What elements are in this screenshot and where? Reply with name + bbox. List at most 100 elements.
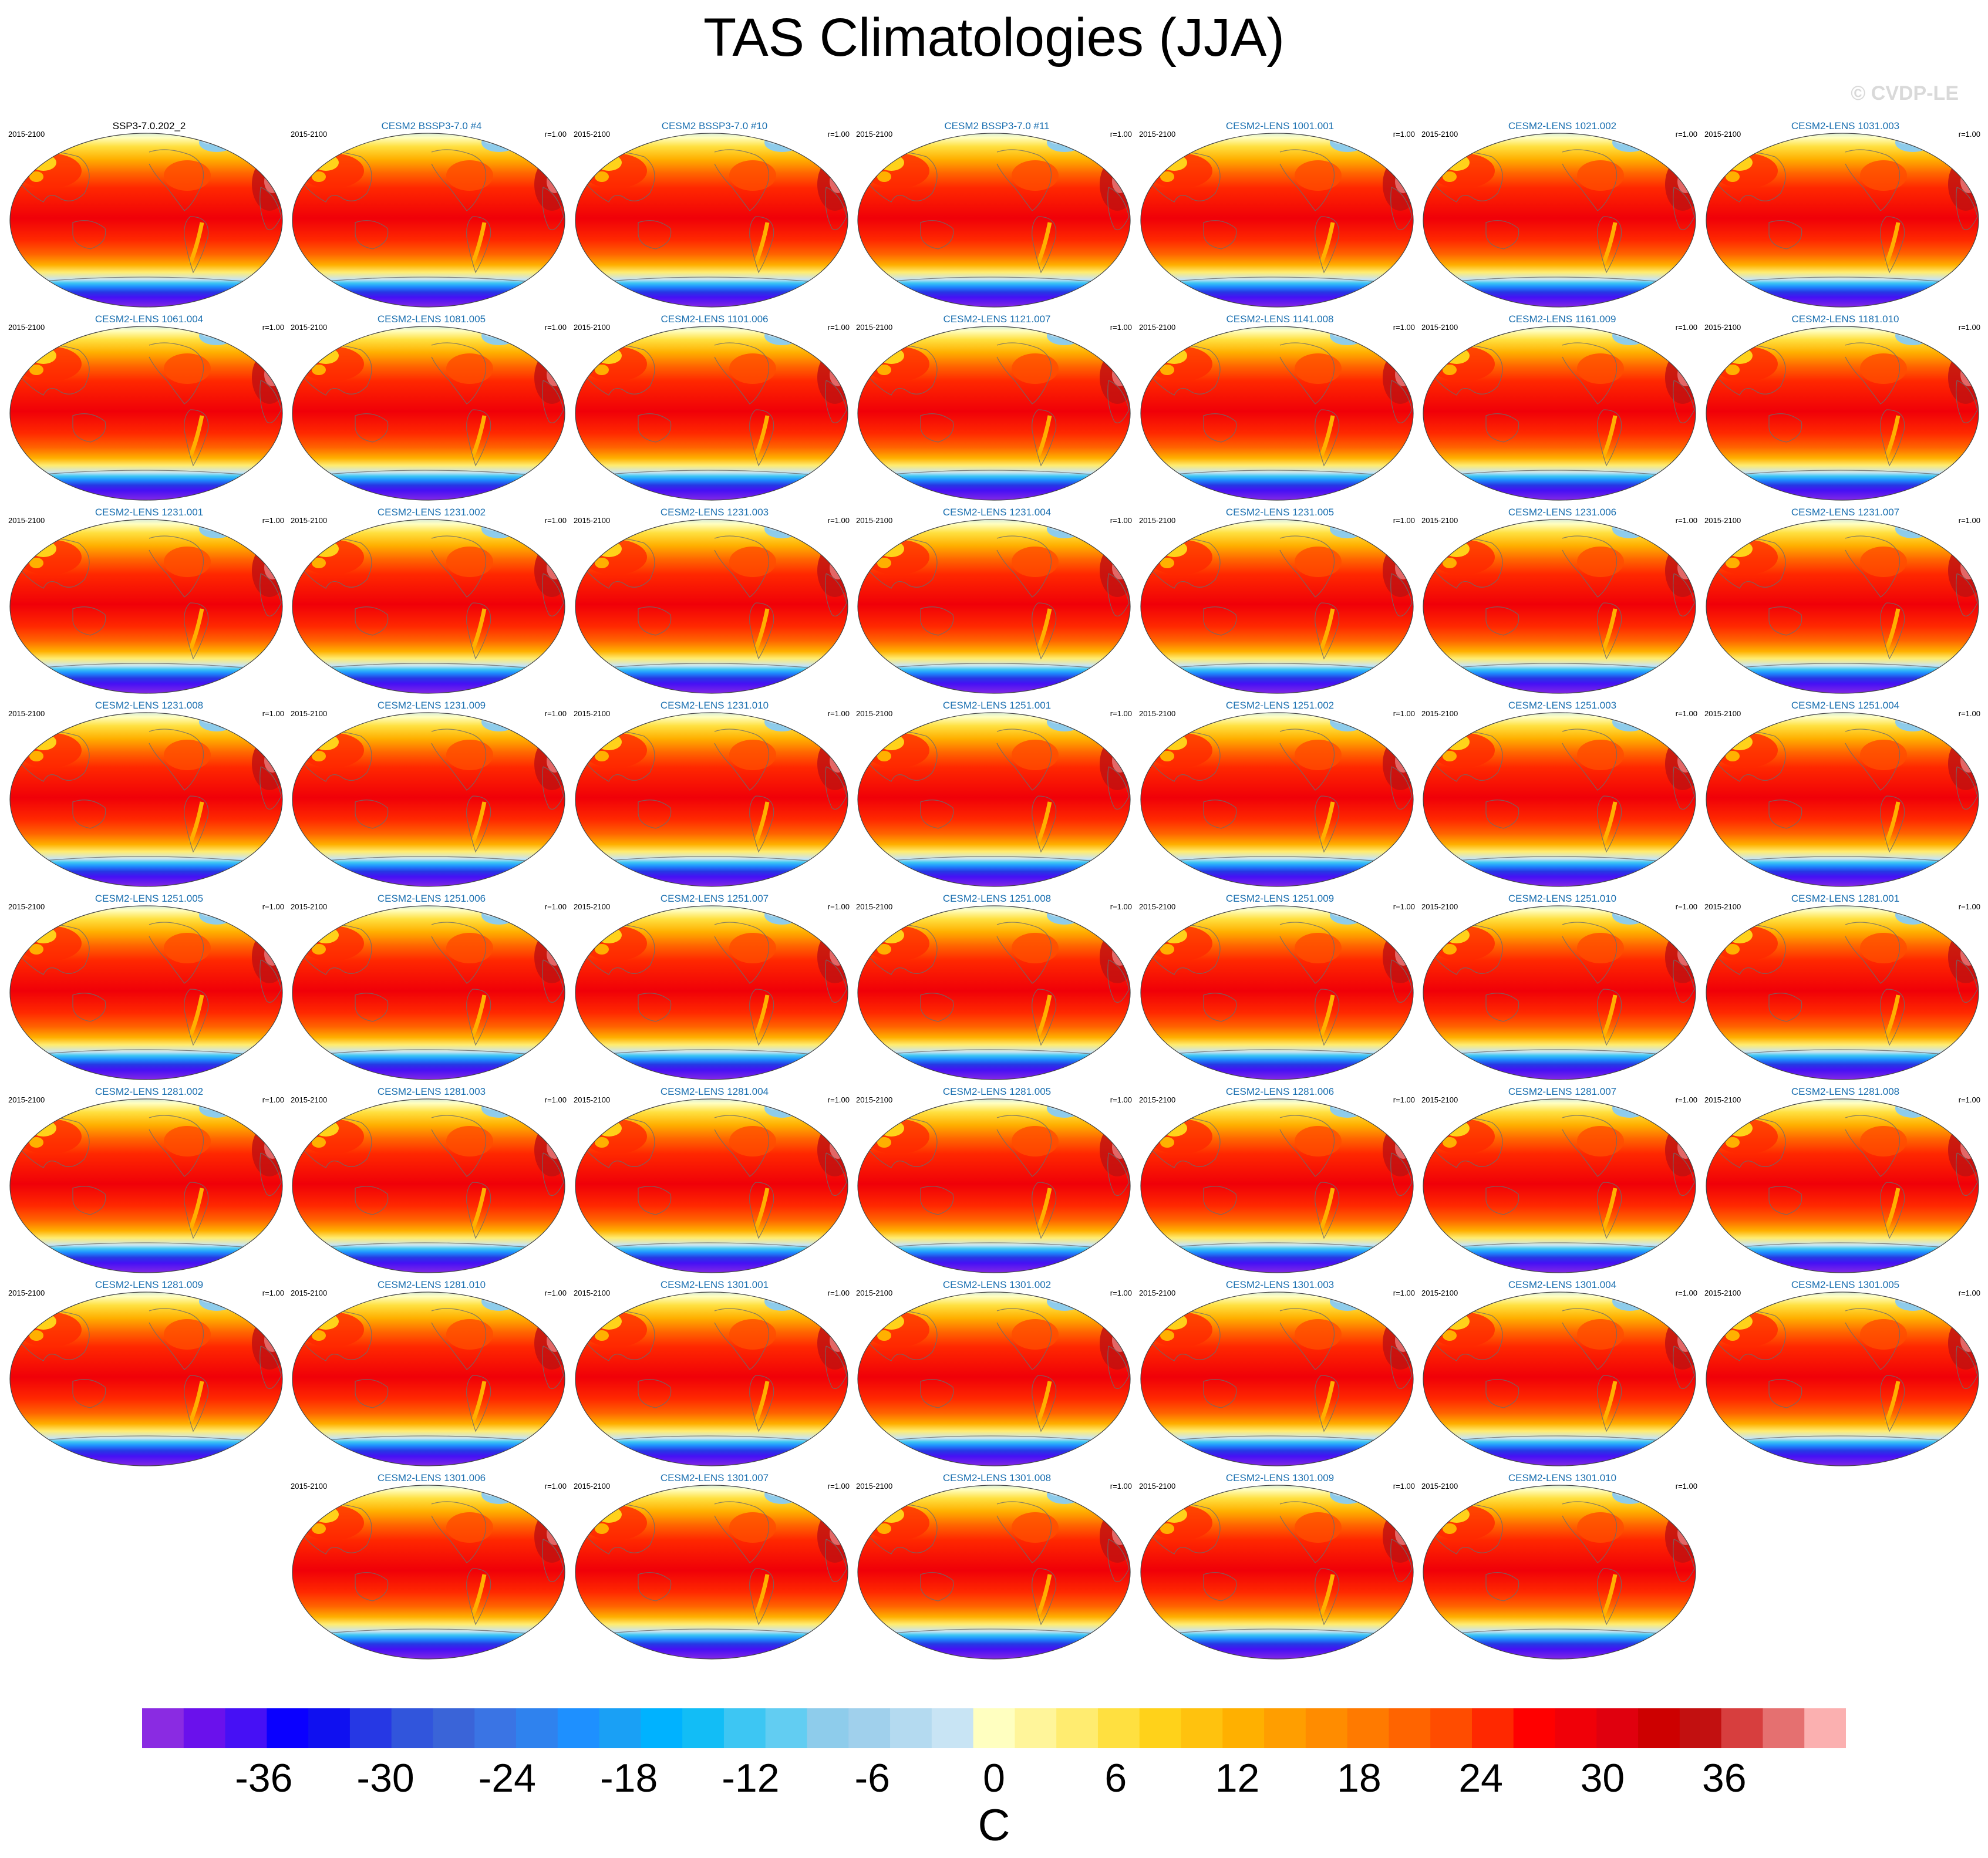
colorbar-swatch [1763,1708,1805,1748]
map-panel: CESM2-LENS 1251.003 2015-2100 r=1.00 [1421,700,1703,891]
map-panel: CESM2-LENS 1251.007 2015-2100 r=1.00 [574,893,855,1084]
map-panel: CESM2-LENS 1301.007 2015-2100 r=1.00 [574,1472,855,1664]
panel-title: CESM2-LENS 1251.009 [1225,893,1335,904]
map-globe [1140,326,1414,501]
panel-years: 2015-2100 [1421,902,1458,911]
panel-pattern-correlation: r=1.00 [262,516,284,525]
panel-years: 2015-2100 [291,902,328,911]
panel-title: CESM2-LENS 1251.007 [660,893,769,904]
panel-years: 2015-2100 [1421,1289,1458,1297]
colorbar-swatch [1513,1708,1556,1748]
panel-title: CESM2-LENS 1231.007 [1791,507,1900,518]
map-globe [857,1292,1131,1466]
colorbar-swatch [516,1708,558,1748]
panel-years: 2015-2100 [1139,1482,1176,1491]
panel-title: CESM2-LENS 1181.010 [1791,313,1899,325]
map-globe [575,1485,848,1660]
panel-pattern-correlation: r=1.00 [1393,130,1415,139]
colorbar-swatch [807,1708,849,1748]
colorbar-swatch [225,1708,267,1748]
map-panel: CESM2-LENS 1181.010 2015-2100 r=1.00 [1704,313,1986,505]
panel-title: CESM2-LENS 1251.004 [1791,700,1900,711]
map-panel: CESM2-LENS 1251.005 2015-2100 r=1.00 [8,893,290,1084]
map-panel: CESM2-LENS 1301.009 2015-2100 r=1.00 [1139,1472,1421,1664]
panel-pattern-correlation: r=1.00 [1675,709,1697,718]
colorbar-swatch [1471,1708,1514,1748]
map-globe [9,1292,283,1466]
panel-title: CESM2-LENS 1281.005 [942,1086,1052,1097]
colorbar-swatch [765,1708,808,1748]
map-panel: CESM2-LENS 1301.005 2015-2100 r=1.00 [1704,1279,1986,1471]
panel-pattern-correlation: r=1.00 [827,1289,850,1297]
map-globe [1423,326,1696,501]
map-panel: CESM2 BSSP3-7.0 #11 2015-2100 r=1.00 [856,120,1138,312]
panel-years: 2015-2100 [1139,709,1176,718]
panel-pattern-correlation: r=1.00 [262,1095,284,1104]
map-globe [1706,905,1979,1080]
panel-pattern-correlation: r=1.00 [1958,323,1980,332]
colorbar-tick-label: -12 [722,1756,780,1800]
panel-years: 2015-2100 [1139,1289,1176,1297]
map-panel: CESM2-LENS 1231.009 2015-2100 r=1.00 [291,700,572,891]
map-panel: CESM2-LENS 1141.008 2015-2100 r=1.00 [1139,313,1421,505]
panel-pattern-correlation: r=1.00 [827,709,850,718]
map-globe [857,133,1131,308]
watermark: © CVDP-LE [1851,82,1959,104]
panel-title: CESM2-LENS 1001.001 [1225,120,1335,131]
panel-title: CESM2 BSSP3-7.0 #4 [381,120,482,131]
map-panel: CESM2-LENS 1281.002 2015-2100 r=1.00 [8,1086,290,1277]
panel-title: CESM2-LENS 1251.006 [377,893,486,904]
panel-title: CESM2-LENS 1251.008 [942,893,1052,904]
map-globe [1423,712,1696,887]
map-panel: CESM2-LENS 1101.006 2015-2100 r=1.00 [574,313,855,505]
map-globe [857,712,1131,887]
panel-years: 2015-2100 [574,709,611,718]
panel-years: 2015-2100 [856,1289,893,1297]
map-panel: CESM2-LENS 1061.004 2015-2100 r=1.00 [8,313,290,505]
map-panel: CESM2-LENS 1251.004 2015-2100 r=1.00 [1704,700,1986,891]
panel-title: CESM2-LENS 1301.010 [1508,1472,1617,1483]
panel-pattern-correlation: r=1.00 [1675,130,1697,139]
map-panel: CESM2 BSSP3-7.0 #10 2015-2100 r=1.00 [574,120,855,312]
colorbar-swatch [1264,1708,1306,1748]
panel-years: 2015-2100 [1704,1289,1741,1297]
panel-pattern-correlation: r=1.00 [1393,516,1415,525]
panel-years: 2015-2100 [574,902,611,911]
map-panel: CESM2-LENS 1281.003 2015-2100 r=1.00 [291,1086,572,1277]
map-globe [292,1485,565,1660]
panel-pattern-correlation: r=1.00 [1675,1482,1697,1491]
panel-years: 2015-2100 [856,902,893,911]
map-globe [575,326,848,501]
colorbar-swatch [1596,1708,1639,1748]
panel-years: 2015-2100 [8,130,45,139]
panel-pattern-correlation: r=1.00 [1110,130,1132,139]
map-globe [292,1292,565,1466]
colorbar-tick-label: -18 [600,1756,658,1800]
map-globe [1423,519,1696,694]
panel-years: 2015-2100 [1139,323,1176,332]
panel-title: CESM2-LENS 1021.002 [1508,120,1617,131]
panel-pattern-correlation: r=1.00 [262,323,284,332]
map-globe [1423,905,1696,1080]
panel-pattern-correlation: r=1.00 [544,1482,567,1491]
colorbar-swatch [267,1708,309,1748]
panel-title: CESM2-LENS 1231.001 [95,507,204,518]
panel-title: CESM2-LENS 1301.008 [942,1472,1052,1483]
panel-years: 2015-2100 [291,1289,328,1297]
panel-pattern-correlation: r=1.00 [262,902,284,911]
map-globe [292,712,565,887]
map-globe [575,1292,848,1466]
panel-pattern-correlation: r=1.00 [544,1289,567,1297]
map-globe [1706,519,1979,694]
map-panel: CESM2-LENS 1001.001 2015-2100 r=1.00 [1139,120,1421,312]
panel-years: 2015-2100 [8,709,45,718]
map-globe [1706,1292,1979,1466]
panel-title: CESM2-LENS 1301.002 [942,1279,1052,1290]
map-panel: CESM2-LENS 1231.001 2015-2100 r=1.00 [8,507,290,698]
map-globe [292,905,565,1080]
panel-years: 2015-2100 [1421,709,1458,718]
map-globe [9,326,283,501]
panel-title: CESM2-LENS 1251.003 [1508,700,1617,711]
map-globe [1706,326,1979,501]
colorbar-swatch [1181,1708,1223,1748]
